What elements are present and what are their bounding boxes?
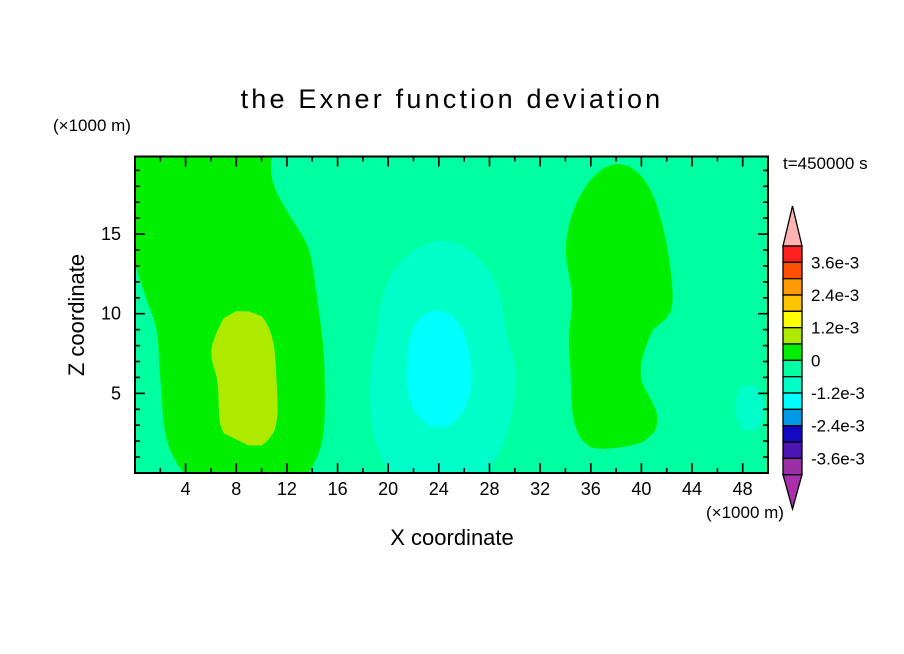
svg-text:48: 48 [733,479,753,499]
svg-text:0: 0 [811,351,820,370]
svg-text:3.6e-3: 3.6e-3 [811,253,859,272]
svg-text:-1.2e-3: -1.2e-3 [811,384,865,403]
svg-text:2.4e-3: 2.4e-3 [811,286,859,305]
svg-text:24: 24 [429,479,449,499]
svg-text:4: 4 [181,479,191,499]
svg-text:28: 28 [479,479,499,499]
svg-text:t=450000 s: t=450000 s [783,154,868,173]
svg-text:Z coordinate: Z coordinate [64,254,89,376]
svg-text:10: 10 [101,304,121,324]
svg-text:16: 16 [328,479,348,499]
svg-text:-2.4e-3: -2.4e-3 [811,417,865,436]
svg-text:(×1000 m): (×1000 m) [53,116,131,135]
svg-text:8: 8 [231,479,241,499]
svg-text:-3.6e-3: -3.6e-3 [811,449,865,468]
svg-text:the Exner function deviation: the Exner function deviation [241,84,664,114]
svg-text:1.2e-3: 1.2e-3 [811,319,859,338]
svg-text:(×1000 m): (×1000 m) [706,503,784,522]
svg-text:36: 36 [581,479,601,499]
svg-text:44: 44 [682,479,702,499]
svg-text:5: 5 [111,383,121,403]
svg-text:15: 15 [101,224,121,244]
svg-text:12: 12 [277,479,297,499]
svg-text:32: 32 [530,479,550,499]
svg-text:X coordinate: X coordinate [390,525,514,550]
svg-text:40: 40 [631,479,651,499]
svg-text:20: 20 [378,479,398,499]
